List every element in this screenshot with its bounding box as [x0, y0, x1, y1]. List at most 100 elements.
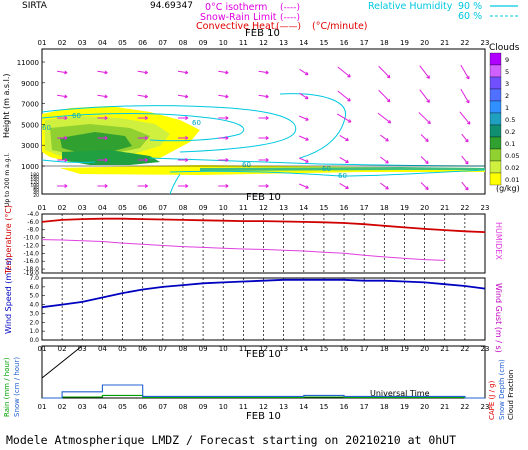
legend-rh-60: 60 % [458, 11, 482, 22]
wind-arrow [420, 134, 429, 142]
wind-arrow [258, 70, 269, 74]
wind-arrow [461, 133, 469, 143]
height-tick-low: 140 [30, 177, 39, 183]
cape-line [41, 345, 83, 379]
wind-arrow [339, 157, 349, 163]
wind-arrow-head [64, 136, 68, 140]
height-tick: 11000 [17, 59, 39, 67]
hour-label: 09 [199, 204, 208, 212]
hour-label: 16 [340, 345, 349, 353]
rh-contour-a [41, 105, 297, 153]
wind-arrow-head [104, 158, 108, 162]
legend-convective-unit: (°C/minute) [312, 21, 368, 32]
footer-title: Modele Atmospherique LMDZ / Forecast sta… [6, 433, 456, 447]
wind-arrow-head [345, 137, 349, 142]
wind-arrow-head [64, 116, 68, 120]
wind-arrow-head [386, 74, 391, 79]
y-tick-label: -4.0 [27, 211, 39, 218]
wind-arrow [378, 89, 391, 103]
wind-arrow-head [144, 184, 148, 188]
panel-temperature: FEB 10 01 02 03 04 05 06 07 08 09 10 11 12 13 14 15 16 1… [4, 192, 503, 277]
cloud-scale-swatch [489, 136, 502, 150]
wind-arrow [337, 66, 351, 78]
cloud-scale-label: 2 [505, 92, 509, 100]
wind-arrow-head [265, 158, 269, 162]
hour-label: 09 [199, 403, 208, 411]
cloud-scale-swatch [489, 172, 502, 186]
height-tick-low: 120 [30, 180, 39, 186]
hour-label: 14 [299, 403, 308, 411]
wind-arrow-head [104, 94, 108, 99]
date-label-top: FEB 10 [245, 28, 280, 39]
wind-arrow [218, 94, 229, 98]
wind-arrow-head [265, 116, 269, 120]
wind-arrow-head [265, 184, 269, 188]
rh-label: 60 [42, 124, 51, 132]
hour-labels-top: 01 02 03 04 05 06 07 08 09 10 11 12 13 14 15 16 17 18 19 20… [38, 39, 490, 47]
wind-arrow-head [305, 117, 309, 121]
hour-label: 02 [58, 345, 67, 353]
clouds-title: Clouds [489, 43, 520, 53]
hour-label: 11 [239, 39, 248, 47]
wind-arrow-head [144, 136, 148, 140]
hour-label: 22 [460, 204, 469, 212]
wind-arrow-head [144, 94, 148, 99]
precip-series-rain [42, 394, 485, 399]
wind-arrow [57, 70, 68, 74]
cloud-scale: 9 5 3 2 1 0.5 0.2 0.1 0.05 0.02 0.01 [489, 52, 519, 186]
cloud-scale-swatch [489, 124, 502, 138]
cloud-scale-swatch [489, 76, 502, 90]
cloud-scale-swatch [489, 100, 502, 114]
cloud-scale-label: 0.02 [505, 164, 519, 172]
wind-arrow-head [225, 136, 229, 140]
snowdepth-ylabel: Snow Depth (cm) [498, 359, 506, 420]
hour-label: 07 [158, 204, 167, 212]
legend-right: Relative Humidity 90 % 60 % [368, 1, 518, 22]
wind-arrow [57, 94, 68, 98]
hour-label: 09 [199, 39, 208, 47]
y-tick-label: 0.0 [29, 337, 39, 344]
rh-contour-f [41, 159, 96, 163]
wind-arrow-head [265, 136, 269, 140]
wind-arrow [339, 135, 349, 141]
hour-label: 05 [118, 39, 127, 47]
hour-label: 03 [78, 403, 87, 411]
hour-label: 01 [38, 204, 47, 212]
panel-precip: 01 02 03 04 05 06 07 08 09 10 11 12 13 14 15 16 17 18 19 20… [3, 345, 515, 422]
hour-label: 18 [380, 403, 389, 411]
height-tick-low: 160 [30, 175, 39, 181]
gust-ylabel: Wind Gust (m / s) [494, 283, 503, 353]
legend-snowrain: Snow-Rain Limit [200, 12, 277, 23]
hour-label: 20 [420, 345, 429, 353]
height-tick: 3000 [21, 142, 39, 150]
wind-arrow-head [144, 70, 148, 75]
wind-arrow [97, 70, 108, 74]
wind-arrow-head [185, 136, 189, 140]
wind-arrow [418, 112, 431, 124]
hour-label: 17 [360, 204, 369, 212]
hour-labels-precip-top: 01 02 03 04 05 06 07 08 09 10 11 12 13 14 15 16 17 18 19 20… [38, 345, 490, 353]
wind-arrow-head [387, 119, 392, 124]
hour-label: 12 [259, 345, 268, 353]
wind-arrow-head [385, 138, 389, 142]
wind-arrow-head [425, 138, 429, 142]
hour-label: 15 [319, 345, 328, 353]
wind-arrow-head [104, 70, 108, 75]
date-label-mid1: FEB 10 [246, 192, 281, 203]
hour-label: 06 [138, 345, 147, 353]
rh-label: 60 [322, 165, 331, 173]
cloudfraction-ylabel: Cloud Fraction [507, 370, 515, 420]
legend-convective: Convective Heat. [196, 21, 278, 32]
hour-label: 10 [219, 39, 228, 47]
legend-rh-label: Relative Humidity [368, 1, 453, 12]
cloud-scale-label: 5 [505, 68, 509, 76]
rh-contour-g [169, 173, 181, 195]
hour-label: 05 [118, 403, 127, 411]
wind-arrow-head [465, 186, 469, 191]
y-tick-label: 5.0 [29, 293, 39, 300]
hour-label: 17 [360, 39, 369, 47]
hour-label: 01 [38, 345, 47, 353]
hour-label: 01 [38, 403, 47, 411]
hour-label: 17 [360, 403, 369, 411]
hour-label: 16 [340, 204, 349, 212]
